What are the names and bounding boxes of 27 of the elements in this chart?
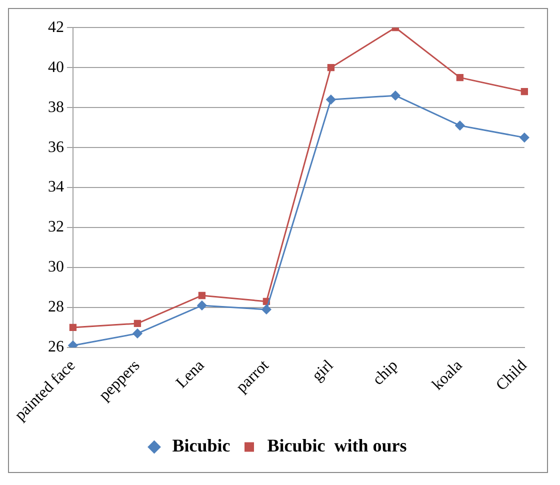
y-tick-label: 26: [48, 338, 64, 356]
point: [520, 88, 528, 96]
legend-label: Bicubic with ours: [267, 436, 407, 456]
x-tick-label: Lena: [173, 357, 208, 392]
point: [327, 64, 335, 72]
point: [69, 324, 77, 332]
point: [456, 74, 464, 82]
point: [390, 90, 400, 100]
point: [198, 292, 206, 300]
y-tick-label: 34: [48, 178, 64, 196]
x-tick-label: chip: [370, 357, 402, 389]
point: [455, 120, 465, 130]
point: [132, 328, 142, 338]
y-tick-label: 38: [48, 98, 64, 116]
point: [262, 304, 272, 314]
point: [326, 94, 336, 104]
y-tick-label: 36: [48, 138, 64, 156]
y-tick-label: 28: [48, 298, 64, 316]
y-tick-label: 40: [48, 58, 64, 76]
legend-label: Bicubic: [172, 436, 230, 456]
x-tick-label: girl: [309, 356, 338, 385]
y-tick-label: 42: [48, 18, 64, 36]
point: [520, 132, 530, 142]
point: [197, 300, 207, 310]
y-tick-label: 32: [48, 218, 64, 236]
y-tick-label: 30: [48, 258, 64, 276]
point: [134, 320, 142, 328]
